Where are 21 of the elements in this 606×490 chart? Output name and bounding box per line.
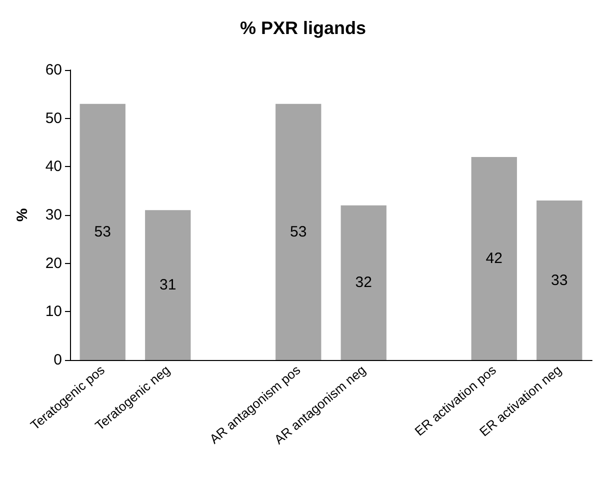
bar [471,157,517,360]
bar [340,205,386,360]
y-tick-label: 20 [45,254,62,272]
bar [80,104,126,360]
chart-title: % PXR ligands [240,18,366,38]
y-tick-label: 60 [45,62,62,78]
bar [145,210,191,360]
data-label: 42 [486,250,502,267]
y-tick-label: 10 [45,303,62,320]
data-label: 31 [160,276,176,294]
bar [276,104,322,360]
y-tick-label: 50 [45,110,62,127]
y-axis-title: % [14,208,31,222]
y-tick-label: 40 [45,158,62,176]
y-tick-label: 30 [45,206,62,224]
bar [536,200,582,360]
data-label: 53 [290,223,307,240]
data-label: 53 [94,223,111,240]
y-tick-label: 0 [54,352,62,368]
data-label: 32 [355,274,372,292]
data-label: 33 [551,272,568,289]
